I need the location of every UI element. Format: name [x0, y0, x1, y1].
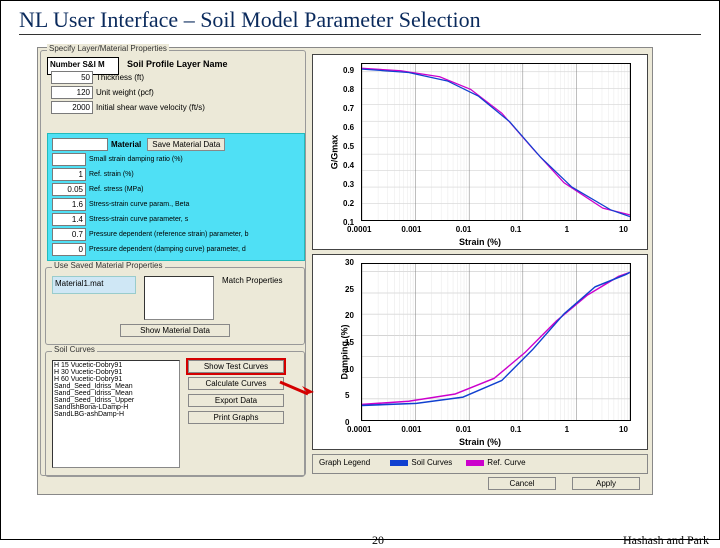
soil-curves-group: Soil Curves H 15 Vucetic-Dobry91H 30 Vuc… [45, 351, 305, 477]
legend-label-0: Soil Curves [411, 458, 452, 467]
unit-weight-label: Unit weight (pcf) [96, 88, 154, 97]
save-material-button[interactable]: Save Material Data [147, 138, 225, 151]
basic-fields: Thickness (ft) Unit weight (pcf) Initial… [51, 71, 301, 116]
ggmax-xlabel: Strain (%) [459, 237, 501, 247]
saved-material-title: Use Saved Material Properties [52, 261, 165, 270]
curve-list-item-7[interactable]: SandLBG-ashDamp-H [54, 411, 178, 418]
ggmax-plot-area [361, 63, 631, 221]
material-field-3[interactable] [52, 198, 86, 211]
material-field-label-2: Ref. stress (MPa) [89, 186, 143, 194]
specify-group-label: Specify Layer/Material Properties [47, 44, 169, 53]
export-data-button[interactable]: Export Data [188, 394, 284, 407]
material-field-label-1: Ref. strain (%) [89, 171, 134, 179]
curve-list-item-2[interactable]: H 60 Vucetic-Dobry91 [54, 376, 178, 383]
material-header: Material [111, 140, 141, 149]
curve-list-item-0[interactable]: H 15 Vucetic-Dobry91 [54, 362, 178, 369]
damping-plot-area [361, 263, 631, 421]
material-field-label-6: Pressure dependent (damping curve) param… [89, 246, 246, 254]
material-field-5[interactable] [52, 228, 86, 241]
thickness-input[interactable] [51, 71, 93, 84]
legend-swatch-0 [390, 460, 408, 466]
page-number: 20 [372, 533, 384, 548]
curve-list-item-1[interactable]: H 30 Vucetic-Dobry91 [54, 369, 178, 376]
saved-material-listbox[interactable] [144, 276, 214, 320]
material-field-label-5: Pressure dependent (reference strain) pa… [89, 231, 249, 239]
legend-title: Graph Legend [319, 458, 370, 467]
damping-xlabel: Strain (%) [459, 437, 501, 447]
material-name-input[interactable] [52, 138, 108, 151]
show-material-data-button[interactable]: Show Material Data [120, 324, 230, 337]
curve-list-item-6[interactable]: SandIshBona-LDamp-H [54, 404, 178, 411]
soil-curves-title: Soil Curves [52, 345, 97, 354]
soil-curves-listbox[interactable]: H 15 Vucetic-Dobry91H 30 Vucetic-Dobry91… [52, 360, 180, 468]
legend-swatch-1 [466, 460, 484, 466]
cancel-button[interactable]: Cancel [488, 477, 556, 490]
curve-list-item-3[interactable]: Sand_Seed_Idriss_Mean [54, 383, 178, 390]
material-field-2[interactable] [52, 183, 86, 196]
specify-group: Specify Layer/Material Properties Number… [40, 50, 306, 476]
show-test-curves-button[interactable]: Show Test Curves [188, 360, 284, 373]
material-field-4[interactable] [52, 213, 86, 226]
material-field-label-4: Stress-strain curve parameter, s [89, 216, 188, 224]
thickness-label: Thickness (ft) [96, 73, 144, 82]
saved-material-group: Use Saved Material Properties Material1.… [45, 267, 305, 345]
init-vs-input[interactable] [51, 101, 93, 114]
material-field-label-0: Small strain damping ratio (%) [89, 156, 183, 164]
ggmax-ylabel: G/Gmax [329, 135, 339, 170]
print-graphs-button[interactable]: Print Graphs [188, 411, 284, 424]
profile-name-label: Soil Profile Layer Name [127, 59, 228, 69]
damping-chart: Damping (%) Strain (%) 0510152025300.000… [312, 254, 648, 450]
material-field-0[interactable] [52, 153, 86, 166]
init-vs-label: Initial shear wave velocity (ft/s) [96, 103, 205, 112]
apply-button[interactable]: Apply [572, 477, 640, 490]
material-panel: Material Save Material Data Small strain… [47, 133, 305, 261]
material-field-label-3: Stress-strain curve param., Beta [89, 201, 189, 209]
curve-list-item-5[interactable]: Sand_Seed_Idriss_Upper [54, 397, 178, 404]
slide-title: NL User Interface – Soil Model Parameter… [19, 7, 701, 35]
material-field-1[interactable] [52, 168, 86, 181]
unit-weight-input[interactable] [51, 86, 93, 99]
graph-legend: Graph Legend Soil Curves Ref. Curve [312, 454, 648, 474]
legend-label-1: Ref. Curve [487, 458, 525, 467]
material-field-6[interactable] [52, 243, 86, 256]
curve-list-item-4[interactable]: Sand_Seed_Idriss_Mean [54, 390, 178, 397]
app-window: Specify Layer/Material Properties Number… [37, 47, 653, 495]
ggmax-chart: G/Gmax Strain (%) 0.10.20.30.40.50.60.70… [312, 54, 648, 250]
slide-credit: Hashash and Park [623, 533, 709, 548]
match-properties-label: Match Properties [222, 276, 282, 285]
calculate-curves-button[interactable]: Calculate Curves [188, 377, 284, 390]
saved-material-item[interactable]: Material1.mat [52, 276, 136, 294]
